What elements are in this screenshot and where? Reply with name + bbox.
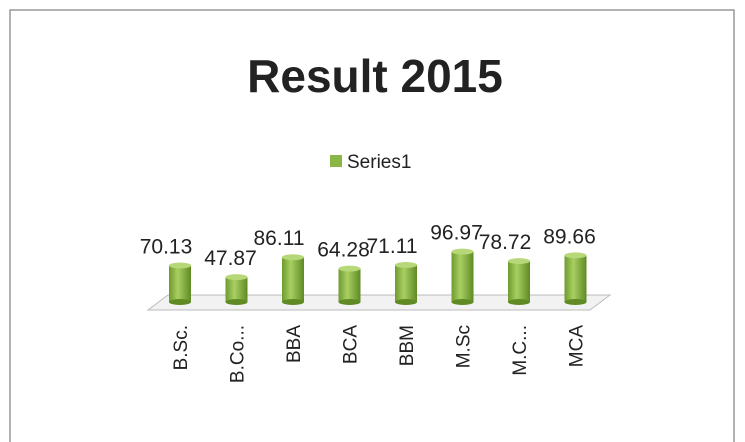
bar bbox=[395, 265, 417, 302]
data-label: 70.13 bbox=[140, 236, 193, 259]
x-tick-label: M.C... bbox=[510, 325, 531, 376]
x-tick-label: M.Sc bbox=[454, 325, 475, 368]
bar-top bbox=[169, 262, 191, 269]
bar bbox=[338, 268, 361, 302]
bar-base bbox=[282, 299, 304, 305]
chart-border bbox=[9, 9, 735, 442]
bar-top bbox=[338, 265, 361, 272]
bar-base bbox=[225, 299, 248, 305]
bar-top bbox=[564, 252, 587, 259]
bar-top bbox=[508, 258, 530, 265]
bar bbox=[508, 261, 530, 302]
bar-base bbox=[169, 299, 191, 305]
x-tick-label: BCA bbox=[341, 325, 362, 364]
data-label: 78.72 bbox=[479, 231, 532, 254]
data-label: 47.87 bbox=[204, 247, 257, 270]
data-label: 86.11 bbox=[254, 227, 305, 250]
bar-top bbox=[451, 248, 474, 255]
legend-label: Series1 bbox=[347, 152, 411, 173]
bar-base bbox=[508, 299, 530, 305]
x-tick-label: BBA bbox=[284, 325, 305, 363]
bar bbox=[564, 255, 587, 302]
x-tick-label: BBM bbox=[397, 325, 418, 366]
bar-top bbox=[282, 254, 304, 261]
bar-top bbox=[395, 262, 417, 269]
bar-base bbox=[451, 299, 474, 305]
bar bbox=[282, 257, 304, 302]
floor bbox=[146, 294, 612, 311]
chart-title: Result 2015 bbox=[247, 50, 503, 102]
bar-base bbox=[564, 299, 587, 305]
bar bbox=[451, 251, 474, 302]
x-tick-label: B.Co... bbox=[228, 325, 249, 383]
x-tick-label: B.Sc. bbox=[171, 325, 192, 370]
bar-base bbox=[395, 299, 417, 305]
bar-base bbox=[338, 299, 361, 305]
data-label: 96.97 bbox=[430, 222, 483, 245]
legend-swatch bbox=[330, 155, 342, 167]
data-label: 64.28 bbox=[317, 239, 370, 262]
x-tick-label: MCA bbox=[567, 325, 588, 368]
bar-top bbox=[225, 274, 248, 281]
data-label: 71.11 bbox=[367, 235, 418, 258]
data-label: 89.66 bbox=[543, 225, 596, 248]
bar bbox=[169, 265, 191, 302]
bar bbox=[225, 277, 248, 302]
